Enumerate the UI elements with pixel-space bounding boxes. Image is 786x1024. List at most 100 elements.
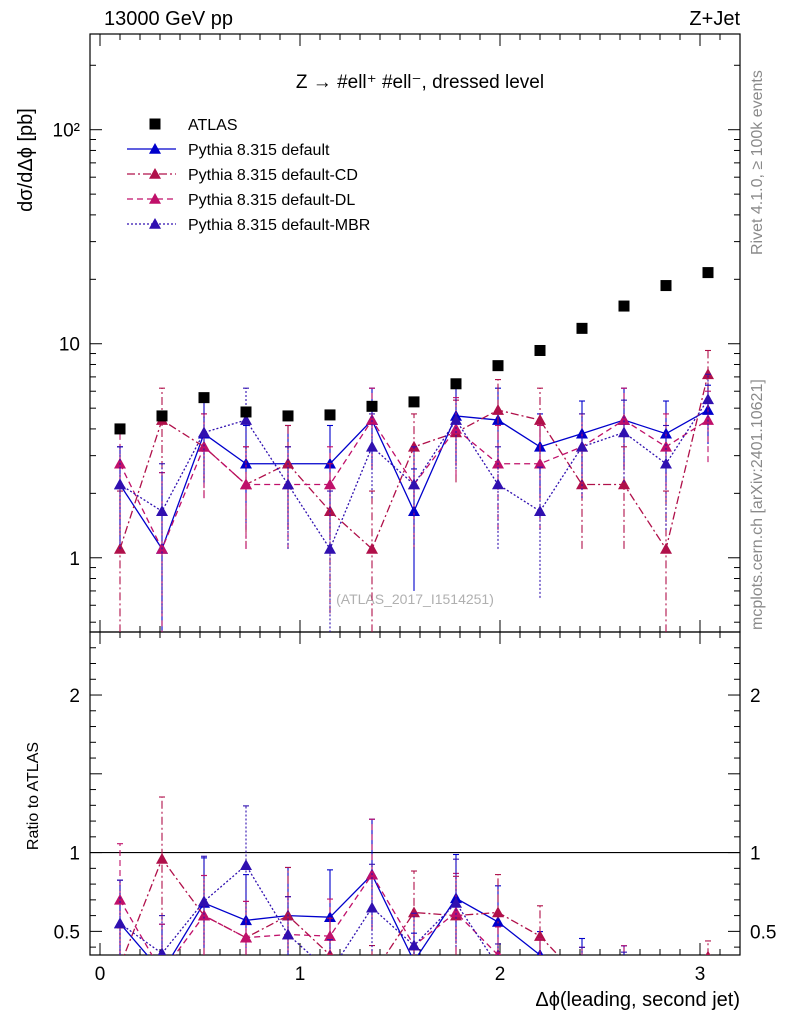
series-marker-3 — [534, 505, 546, 517]
series-marker-1 — [408, 440, 420, 452]
ratio-marker-3 — [450, 897, 462, 908]
ratio-tick-label: 2 — [69, 686, 80, 707]
series-marker-3 — [240, 414, 252, 425]
atlas-data-point — [534, 344, 546, 356]
series-marker-1 — [366, 542, 378, 554]
series-marker-3 — [366, 440, 378, 452]
series-marker-3 — [198, 426, 210, 438]
legend: ATLAS Pythia 8.315 default Pythia 8.315 de… — [127, 117, 370, 234]
atlas-data-point — [156, 410, 168, 422]
ratio-marker-3 — [534, 976, 546, 987]
series-marker-2 — [534, 457, 546, 469]
series-marker-2 — [702, 414, 714, 425]
series-marker-2 — [618, 414, 630, 425]
series-line-3 — [119, 398, 709, 551]
ratio-marker-0 — [660, 973, 672, 984]
ratio-panel-frame — [89, 631, 741, 956]
main-series-layer — [114, 349, 714, 632]
ratio-tick-label-right: 2 — [750, 686, 761, 707]
x-axis-label: Δϕ(leading, second jet) — [535, 989, 740, 1011]
series-marker-3 — [156, 505, 168, 517]
legend-atlas-label: ATLAS — [188, 117, 238, 134]
legend-marker-1 — [149, 168, 161, 179]
ratio-tick-label: 1 — [69, 844, 80, 865]
series-marker-3 — [450, 414, 462, 425]
ratio-marker-2 — [324, 930, 336, 941]
x-tick-label: 1 — [295, 964, 306, 985]
atlas-data-layer — [114, 267, 714, 435]
ratio-marker-2 — [660, 976, 672, 987]
rivet-version-label: Rivet 4.1.0, ≥ 100k events — [749, 70, 766, 255]
legend-marker-2 — [149, 193, 161, 204]
ratio-marker-1 — [114, 960, 126, 971]
atlas-data-point — [282, 410, 294, 422]
ratio-marker-0 — [492, 915, 504, 927]
ratio-marker-0 — [618, 958, 630, 969]
analysis-tag: (ATLAS_2017_I1514251) — [336, 591, 494, 607]
ratio-marker-1 — [156, 852, 168, 864]
ratio-marker-2 — [114, 893, 126, 905]
series-marker-1 — [492, 404, 504, 415]
atlas-data-point — [660, 280, 672, 292]
ratio-tick-label: 0.5 — [54, 922, 80, 943]
y-tick-label: 1 — [69, 549, 80, 570]
series-marker-3 — [492, 478, 504, 490]
series-marker-3 — [408, 478, 420, 490]
atlas-data-point — [450, 378, 462, 390]
ratio-marker-2 — [576, 960, 588, 971]
ratio-marker-0 — [156, 966, 168, 977]
ratio-marker-1 — [408, 906, 420, 918]
ratio-marker-2 — [618, 958, 630, 969]
series-marker-3 — [660, 457, 672, 469]
axis-ticks: 0 1 2 3 1 10 10² 0.5 0.5 1 1 2 2 — [53, 34, 776, 985]
legend-label-2: Pythia 8.315 default-DL — [188, 192, 355, 209]
ratio-marker-1 — [492, 906, 504, 918]
ratio-marker-3 — [324, 966, 336, 977]
atlas-data-point — [492, 360, 504, 372]
atlas-data-point — [240, 406, 252, 418]
ratio-marker-2 — [450, 906, 462, 918]
ratio-marker-1 — [366, 969, 378, 980]
series-marker-3 — [114, 478, 126, 490]
ratio-marker-3 — [198, 895, 210, 907]
series-marker-3 — [576, 440, 588, 452]
ratio-marker-1 — [705, 950, 711, 955]
ratio-marker-3 — [157, 947, 167, 955]
header-process-label: Z+Jet — [689, 8, 740, 30]
ratio-marker-3 — [408, 939, 420, 951]
legend-atlas-marker — [149, 118, 161, 130]
series-marker-1 — [618, 478, 630, 490]
series-marker-2 — [366, 414, 378, 425]
series-marker-3 — [324, 542, 336, 554]
series-marker-1 — [534, 414, 546, 425]
y-tick-label: 10² — [53, 121, 80, 142]
ratio-marker-2 — [240, 931, 252, 943]
atlas-data-point — [576, 322, 588, 334]
atlas-data-point — [702, 267, 714, 279]
ratio-marker-3 — [576, 960, 588, 971]
ratio-y-axis-label: Ratio to ATLAS — [25, 742, 42, 850]
atlas-data-point — [114, 423, 126, 435]
ratio-line-0 — [119, 873, 546, 955]
atlas-data-point — [618, 300, 630, 312]
plot-title: Z → #ell⁺ #ell⁻, dressed level — [296, 72, 544, 93]
y-tick-label: 10 — [59, 335, 80, 356]
ratio-marker-2 — [198, 909, 210, 921]
ratio-marker-1 — [576, 974, 588, 985]
ratio-tick-label-right: 1 — [750, 844, 761, 865]
atlas-data-point — [366, 400, 378, 412]
legend-label-0: Pythia 8.315 default — [188, 142, 330, 159]
x-tick-label: 3 — [695, 964, 706, 985]
series-marker-2 — [660, 440, 672, 452]
series-line-2 — [119, 418, 709, 551]
ratio-marker-2 — [156, 966, 168, 977]
atlas-data-point — [324, 409, 336, 421]
series-marker-1 — [702, 368, 714, 380]
x-tick-label: 0 — [95, 964, 106, 985]
series-marker-3 — [282, 478, 294, 490]
ratio-marker-3 — [618, 963, 630, 974]
series-marker-2 — [240, 478, 252, 490]
atlas-data-point — [408, 396, 420, 408]
ratio-marker-3 — [366, 901, 378, 913]
